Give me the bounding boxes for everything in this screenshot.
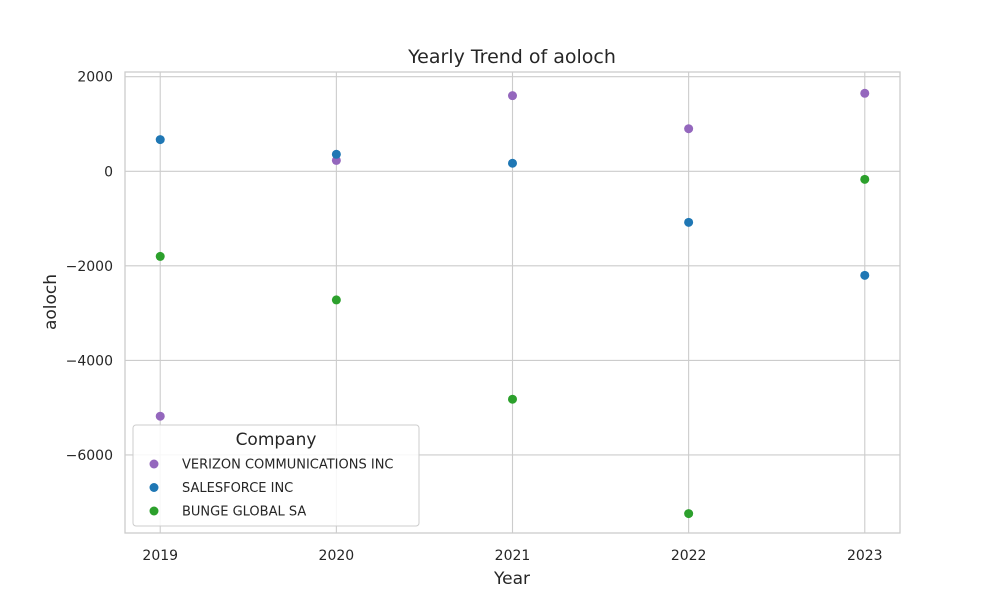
y-tick-labels: 2000 0 −2000 −4000 −6000 <box>66 70 113 464</box>
legend-title: Company <box>236 430 317 450</box>
data-point <box>860 270 870 280</box>
x-tick-label: 2020 <box>319 548 355 564</box>
data-point <box>155 135 165 145</box>
x-tick-labels: 2019 2020 2021 2022 2023 <box>142 548 882 564</box>
legend-label: SALESFORCE INC <box>182 481 293 496</box>
data-point <box>331 295 341 305</box>
data-point <box>684 509 694 519</box>
legend-label: VERIZON COMMUNICATIONS INC <box>182 458 394 473</box>
data-point <box>508 394 517 404</box>
legend-marker <box>149 506 159 516</box>
data-points <box>155 88 870 519</box>
legend-label: BUNGE GLOBAL SA <box>182 505 306 520</box>
y-tick-label: −6000 <box>66 448 113 464</box>
data-point <box>508 91 517 101</box>
data-point <box>331 149 341 159</box>
data-point <box>155 251 165 261</box>
y-tick-label: 2000 <box>77 70 113 86</box>
y-tick-label: 0 <box>104 164 113 180</box>
legend-marker <box>149 459 159 469</box>
data-point <box>155 411 165 421</box>
plot-frame <box>124 71 901 534</box>
data-point <box>684 124 694 134</box>
y-tick-label: −2000 <box>66 259 113 275</box>
legend-box <box>132 424 420 527</box>
data-point <box>508 158 517 168</box>
data-point <box>860 88 870 98</box>
y-axis-label: aoloch <box>41 274 61 330</box>
data-point <box>684 217 694 227</box>
x-tick-label: 2021 <box>495 548 531 564</box>
data-point <box>860 174 870 184</box>
legend: Company VERIZON COMMUNICATIONS INC SALESF… <box>132 424 420 527</box>
x-tick-label: 2023 <box>847 548 883 564</box>
x-tick-label: 2022 <box>671 548 707 564</box>
x-axis-label: Year <box>493 569 530 589</box>
chart-title: Yearly Trend of aoloch <box>407 46 616 68</box>
y-tick-label: −4000 <box>66 353 113 369</box>
legend-marker <box>149 483 159 492</box>
x-tick-label: 2019 <box>142 548 178 564</box>
